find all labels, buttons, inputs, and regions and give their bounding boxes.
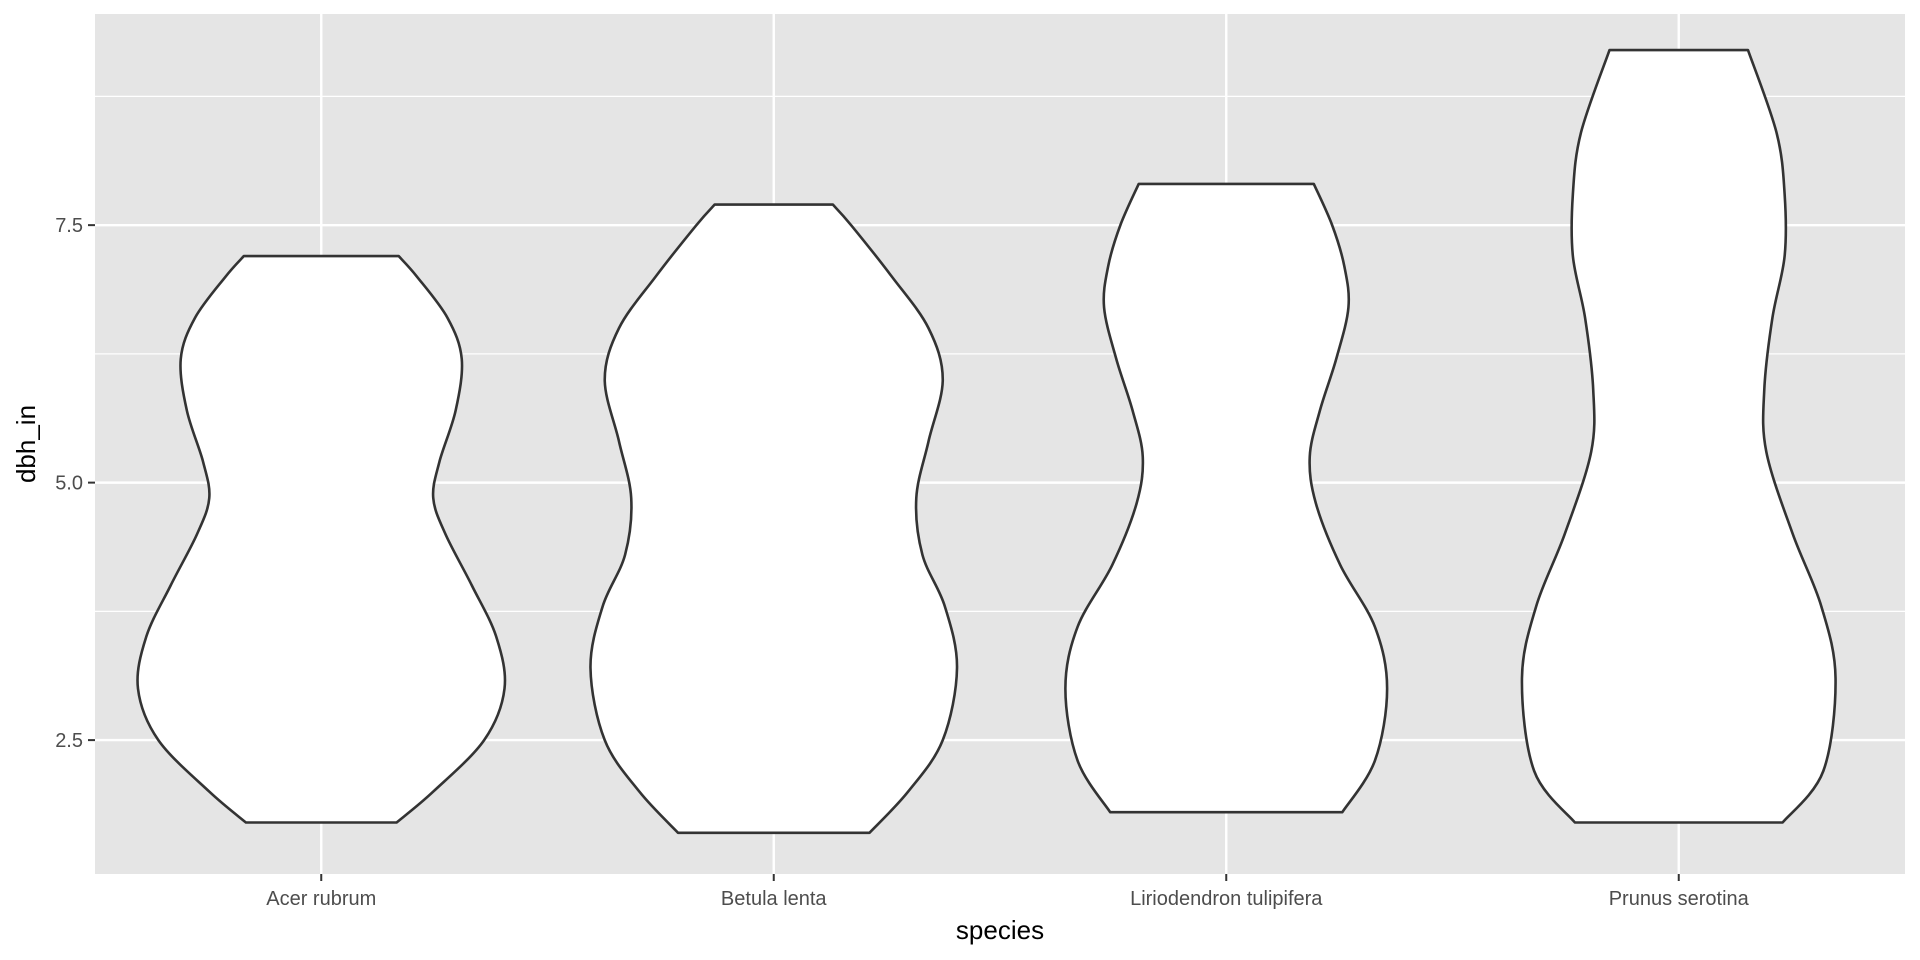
x-axis: Acer rubrum Betula lenta Liriodendron tuli… — [266, 874, 1750, 910]
violins — [136, 48, 1837, 835]
violin-prunus-serotina — [1520, 48, 1837, 824]
y-tick-label: 7.5 — [55, 215, 83, 237]
violin-liriodendron-tulipifera — [1064, 182, 1389, 814]
x-tick-label: Liriodendron tulipifera — [1130, 888, 1323, 910]
y-tick-label: 2.5 — [55, 730, 83, 752]
x-tick-label: Prunus serotina — [1609, 888, 1750, 910]
x-axis-title: species — [956, 915, 1044, 945]
violin-betula-lenta — [589, 203, 959, 835]
violin-acer-rubrum — [136, 254, 507, 824]
x-tick-label: Acer rubrum — [266, 888, 376, 910]
y-axis-title: dbh_in — [11, 405, 41, 483]
x-tick-label: Betula lenta — [721, 888, 828, 910]
y-axis: 2.5 5.0 7.5 — [55, 215, 95, 752]
y-tick-label: 5.0 — [55, 473, 83, 495]
